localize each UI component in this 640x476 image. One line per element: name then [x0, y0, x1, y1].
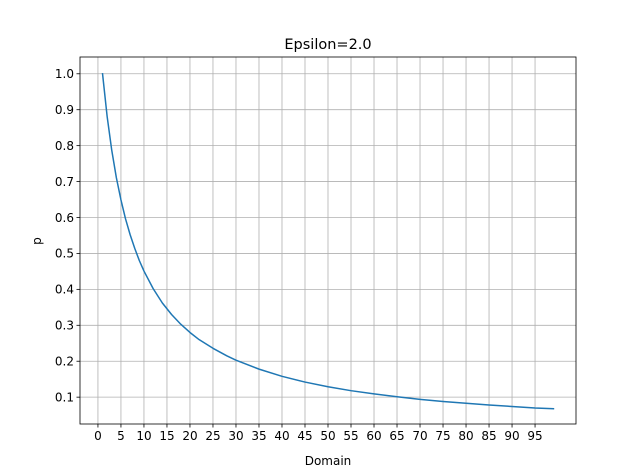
grid [80, 57, 576, 424]
x-tick-label: 70 [412, 429, 427, 443]
y-tick-label: 0.3 [55, 319, 74, 333]
x-axis: 0 5 10 15 20 25 30 35 40 45 50 55 60 65 70 75 80 85 90 95 [94, 424, 543, 443]
x-tick-label: 45 [297, 429, 312, 443]
y-tick-label: 0.7 [55, 175, 74, 189]
x-tick-label: 80 [458, 429, 473, 443]
series-line [101, 72, 555, 410]
x-tick-label: 35 [251, 429, 266, 443]
x-tick-label: 60 [366, 429, 381, 443]
x-tick-label: 25 [205, 429, 220, 443]
x-axis-label: Domain [305, 454, 352, 468]
y-tick-label: 0.5 [55, 247, 74, 261]
x-tick-label: 50 [320, 429, 335, 443]
x-tick-label: 95 [527, 429, 542, 443]
y-tick-label: 1.0 [55, 67, 74, 81]
y-tick-label: 0.9 [55, 103, 74, 117]
y-axis-label: p [30, 237, 44, 245]
x-tick-label: 90 [504, 429, 519, 443]
x-tick-label: 15 [159, 429, 174, 443]
y-tick-label: 0.2 [55, 355, 74, 369]
x-tick-label: 30 [228, 429, 243, 443]
x-tick-label: 55 [343, 429, 358, 443]
y-tick-label: 0.6 [55, 211, 74, 225]
x-tick-label: 85 [481, 429, 496, 443]
x-tick-label: 75 [435, 429, 450, 443]
chart-title: Epsilon=2.0 [284, 37, 371, 53]
y-tick-label: 0.1 [55, 390, 74, 404]
x-tick-label: 5 [117, 429, 125, 443]
x-tick-label: 20 [182, 429, 197, 443]
y-tick-label: 0.4 [55, 283, 74, 297]
x-tick-label: 40 [274, 429, 289, 443]
y-tick-label: 0.8 [55, 139, 74, 153]
x-tick-label: 0 [94, 429, 102, 443]
y-axis: 0.1 0.2 0.3 0.4 0.5 0.6 0.7 0.8 0.9 1.0 [55, 67, 80, 404]
series-layer [101, 72, 555, 410]
x-tick-label: 65 [389, 429, 404, 443]
x-tick-label: 10 [136, 429, 151, 443]
